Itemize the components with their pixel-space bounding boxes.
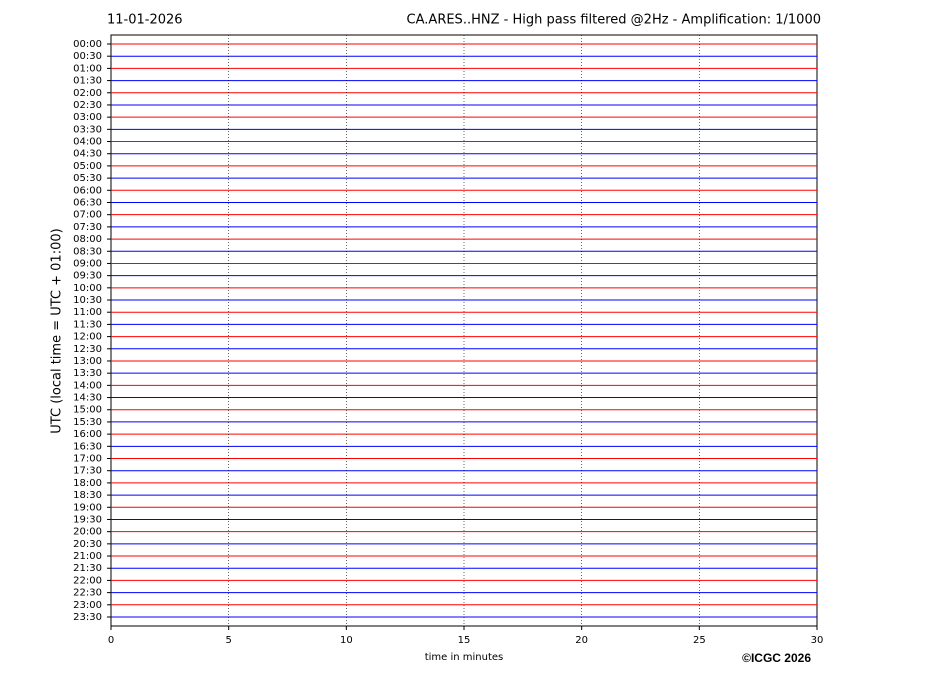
y-tick-label: 00:30 xyxy=(73,51,102,62)
y-tick-label: 02:00 xyxy=(73,88,102,99)
y-tick-label: 16:00 xyxy=(73,429,102,440)
chart-title: CA.ARES..HNZ - High pass filtered @2Hz -… xyxy=(407,13,821,28)
y-tick-label: 07:30 xyxy=(73,222,102,233)
y-tick-label: 19:00 xyxy=(73,502,102,513)
y-tick-label: 09:30 xyxy=(73,271,102,282)
y-tick-label: 23:30 xyxy=(73,612,102,623)
y-tick-label: 04:00 xyxy=(73,137,102,148)
y-tick-label: 06:30 xyxy=(73,197,102,208)
y-tick-label: 12:00 xyxy=(73,332,102,343)
plot-frame xyxy=(110,34,818,627)
y-tick-label: 02:30 xyxy=(73,100,102,111)
x-tick-label: 0 xyxy=(108,635,114,646)
date-title: 11-01-2026 xyxy=(107,13,183,28)
x-tick-label: 20 xyxy=(575,635,588,646)
y-tick-label: 10:30 xyxy=(73,295,102,306)
y-tick-label: 21:00 xyxy=(73,551,102,562)
y-tick-label: 20:00 xyxy=(73,527,102,538)
x-tick-label: 10 xyxy=(340,635,353,646)
y-tick-label: 17:00 xyxy=(73,454,102,465)
x-axis-label: time in minutes xyxy=(425,652,504,663)
x-tick-label: 5 xyxy=(225,635,231,646)
y-tick-label: 03:00 xyxy=(73,112,102,123)
y-tick-label: 20:30 xyxy=(73,539,102,550)
y-tick-label: 09:00 xyxy=(73,258,102,269)
y-tick-label: 12:30 xyxy=(73,344,102,355)
y-tick-label: 04:30 xyxy=(73,149,102,160)
y-tick-label: 06:00 xyxy=(73,185,102,196)
y-tick-label: 13:00 xyxy=(73,356,102,367)
y-tick-label: 16:30 xyxy=(73,441,102,452)
y-tick-label: 01:30 xyxy=(73,76,102,87)
y-tick-label: 22:00 xyxy=(73,575,102,586)
y-tick-label: 14:00 xyxy=(73,380,102,391)
x-tick-label: 30 xyxy=(811,635,824,646)
y-tick-label: 05:00 xyxy=(73,161,102,172)
y-tick-label: 10:00 xyxy=(73,283,102,294)
y-tick-label: 15:00 xyxy=(73,405,102,416)
y-tick-label: 00:00 xyxy=(73,39,102,50)
y-tick-label: 18:00 xyxy=(73,478,102,489)
y-tick-label: 18:30 xyxy=(73,490,102,501)
y-tick-label: 14:30 xyxy=(73,393,102,404)
y-tick-label: 07:00 xyxy=(73,210,102,221)
x-tick-label: 15 xyxy=(458,635,471,646)
y-tick-label: 13:30 xyxy=(73,368,102,379)
y-tick-label: 11:00 xyxy=(73,307,102,318)
y-tick-label: 08:30 xyxy=(73,246,102,257)
y-tick-label: 21:30 xyxy=(73,563,102,574)
y-tick-label: 11:30 xyxy=(73,319,102,330)
y-axis-label: UTC (local time = UTC + 01:00) xyxy=(50,228,65,433)
copyright: ©ICGC 2026 xyxy=(742,651,811,665)
y-tick-label: 23:00 xyxy=(73,600,102,611)
x-tick-label: 25 xyxy=(693,635,706,646)
y-tick-label: 01:00 xyxy=(73,63,102,74)
y-tick-label: 22:30 xyxy=(73,588,102,599)
y-tick-label: 19:30 xyxy=(73,514,102,525)
y-tick-label: 08:00 xyxy=(73,234,102,245)
y-tick-label: 15:30 xyxy=(73,417,102,428)
y-tick-label: 05:30 xyxy=(73,173,102,184)
y-tick-label: 17:30 xyxy=(73,466,102,477)
y-tick-label: 03:30 xyxy=(73,124,102,135)
